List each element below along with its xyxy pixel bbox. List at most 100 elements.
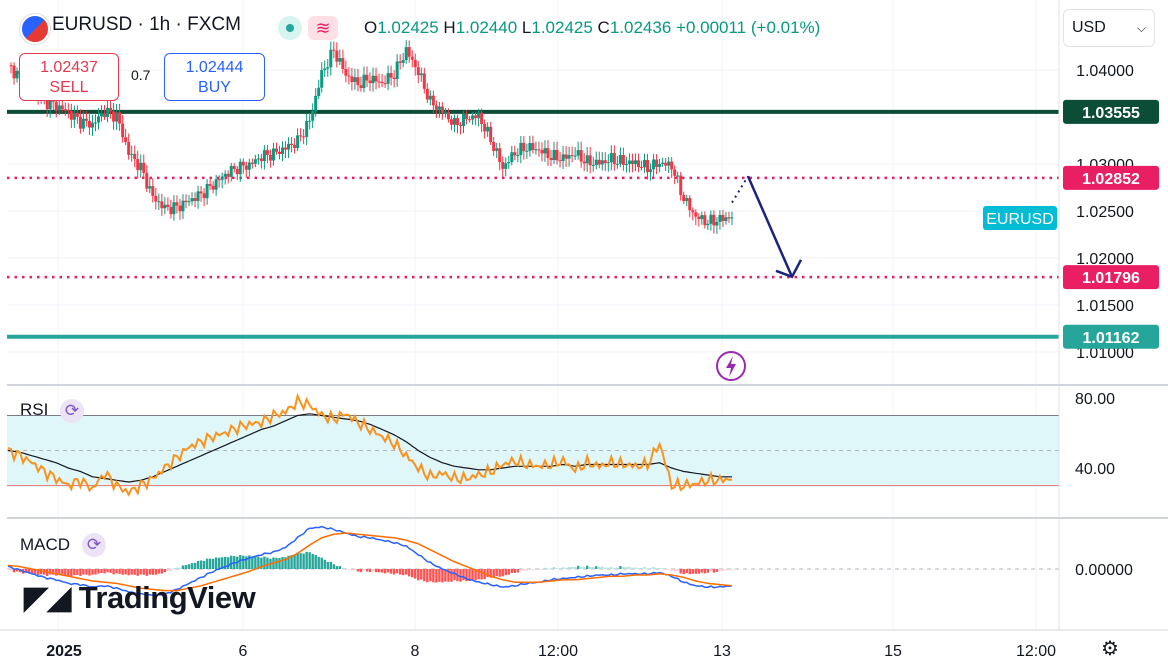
macd-histogram-bar [697, 569, 701, 574]
candle-body [624, 164, 628, 166]
candle-body [495, 148, 499, 151]
candle-body [293, 145, 297, 149]
macd-histogram-bar [549, 568, 553, 570]
candle-body [661, 162, 665, 164]
candle-body [97, 116, 100, 123]
macd-histogram-bar [287, 555, 290, 569]
candle-body [643, 159, 647, 168]
macd-histogram-bar [676, 569, 679, 572]
candle-body [87, 120, 91, 128]
macd-histogram-bar [395, 569, 399, 574]
macd-histogram-bar [109, 569, 112, 573]
refresh-icon[interactable]: ⟳ [60, 399, 84, 423]
macd-histogram-bar [450, 569, 453, 582]
settings-icon[interactable]: ⚙ [1101, 638, 1119, 660]
macd-histogram-bar [359, 569, 363, 573]
candle-body [223, 173, 227, 177]
candle-body [670, 161, 674, 170]
time-tick-label: 12:00 [1016, 643, 1056, 660]
chevron-down-icon: ⌵ [1136, 21, 1146, 35]
macd-histogram-bar [414, 569, 417, 579]
macd-histogram-bar [706, 569, 710, 573]
macd-histogram-bar [670, 569, 673, 571]
macd-histogram-bar [555, 568, 559, 569]
candle-body [305, 121, 309, 137]
candle-body [483, 123, 487, 132]
candle-body [238, 161, 242, 175]
sell-label: SELL [49, 79, 89, 96]
candle-body [727, 217, 731, 219]
symbol-title[interactable]: EURUSD · 1h · FXCM [52, 14, 241, 35]
macd-pane [6, 525, 1059, 597]
candle-body [81, 118, 85, 129]
macd-histogram-bar [217, 557, 221, 569]
macd-histogram-bar [305, 551, 308, 569]
sell-price: 1.02437 [40, 59, 98, 76]
price-tick-label: 1.04000 [1076, 63, 1134, 80]
candle-body [537, 149, 541, 151]
candle-body [425, 88, 429, 100]
projection-arrow [731, 175, 803, 279]
candle-body [151, 186, 155, 196]
candle-body [621, 154, 625, 165]
macd-histogram-bar [682, 569, 685, 575]
candle-body [407, 47, 411, 57]
sell-button[interactable]: 1.02437 SELL [19, 53, 119, 101]
candle-body [459, 125, 462, 127]
candle-body [247, 162, 251, 170]
macd-histogram-bar [184, 565, 188, 569]
candle-body [600, 160, 604, 165]
candle-body [148, 186, 152, 189]
macd-histogram-bar [338, 565, 342, 569]
macd-histogram-bar [495, 569, 498, 577]
macd-histogram-bar [492, 569, 495, 578]
candle-body [443, 112, 447, 114]
candle-body [103, 113, 107, 118]
candle-body [561, 154, 565, 162]
candle-body [603, 160, 607, 164]
macd-histogram-bar [251, 556, 254, 569]
macd-histogram-bar [640, 568, 643, 569]
lightning-icon[interactable] [716, 351, 746, 381]
tradingview-logo[interactable]: ◤◢ TradingView [24, 580, 256, 615]
candle-body [431, 95, 435, 106]
macd-histogram-bar [389, 569, 393, 574]
macd-histogram-bar [242, 555, 245, 569]
market-open-icon[interactable] [278, 16, 302, 40]
refresh-icon[interactable]: ⟳ [82, 533, 106, 557]
macd-histogram-bar [118, 569, 121, 574]
macd-histogram-bar [405, 569, 408, 575]
macd-histogram-bar [181, 565, 185, 569]
macd-histogram-bar [374, 569, 378, 573]
candle-body [60, 105, 64, 110]
macd-histogram-bar [622, 567, 625, 569]
time-tick-label: 2025 [46, 643, 82, 660]
macd-histogram-bar [513, 569, 516, 573]
buy-button[interactable]: 1.02444 BUY [164, 53, 265, 101]
macd-histogram-bar [36, 569, 40, 576]
macd-histogram-bar [61, 569, 64, 576]
candle-body [341, 58, 345, 69]
wave-icon[interactable]: ≋ [308, 16, 338, 40]
candle-body [332, 49, 336, 51]
candle-body [323, 68, 327, 71]
macd-histogram-bar [601, 566, 604, 569]
candle-body [676, 175, 680, 177]
macd-histogram-bar [610, 566, 613, 569]
currency-select[interactable]: USD ⌵ [1063, 9, 1155, 47]
candle-body [299, 135, 303, 137]
candle-body [359, 85, 363, 88]
candle-body [395, 61, 399, 80]
macd-histogram-bar [27, 569, 31, 574]
macd-histogram-bar [365, 569, 369, 572]
macd-histogram-bar [510, 569, 513, 573]
macd-histogram-bar [417, 569, 420, 581]
macd-histogram-bar [326, 561, 329, 569]
macd-histogram-bar [145, 569, 148, 576]
candle-body [531, 143, 535, 150]
tv-logo-icon: ◤◢ [24, 580, 71, 615]
macd-histogram-bar [537, 568, 541, 570]
candle-body [636, 160, 640, 168]
macd-histogram-bar [477, 569, 480, 580]
